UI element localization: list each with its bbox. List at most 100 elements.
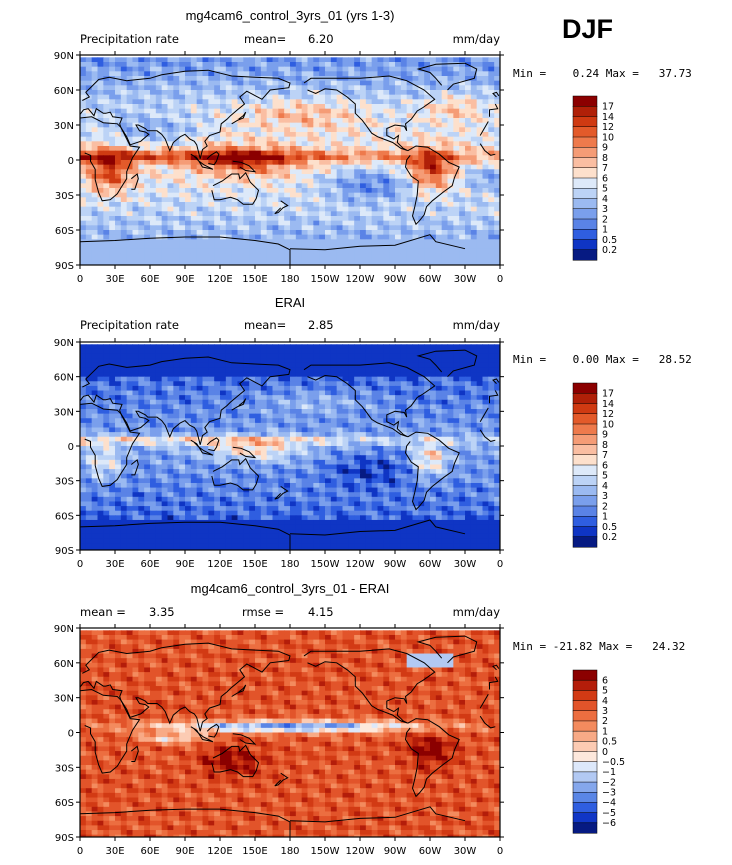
colorbar-label: 0.2 bbox=[602, 245, 617, 256]
coastline-africa bbox=[479, 715, 496, 729]
colorbar-swatch bbox=[572, 167, 598, 179]
mean-label: mean= bbox=[244, 32, 286, 46]
lon-label: 0 bbox=[497, 559, 503, 570]
map-panel-3: mg4cam6_control_3yrs_01 - ERAI mean = 3.35… bbox=[54, 581, 685, 857]
units-label: mm/day bbox=[453, 32, 501, 46]
coastline-greenland bbox=[416, 635, 478, 664]
coastline-uk bbox=[492, 91, 500, 98]
colorbar-label: 10 bbox=[602, 419, 614, 430]
colorbar-label: 2 bbox=[602, 214, 608, 225]
colorbar-swatch bbox=[572, 536, 598, 548]
colorbar-swatch bbox=[572, 403, 598, 415]
lat-label: 30S bbox=[55, 477, 74, 488]
coastline-eurasia bbox=[489, 390, 499, 404]
lon-label: 60W bbox=[419, 846, 442, 857]
coastline-japan bbox=[231, 111, 247, 125]
lon-label: 90E bbox=[175, 846, 194, 857]
colorbar-swatch bbox=[572, 434, 598, 446]
coastline-madagascar bbox=[130, 173, 139, 190]
coastline-eurasia bbox=[80, 356, 291, 445]
colorbar-label: 17 bbox=[602, 102, 614, 113]
colorbar-swatch bbox=[572, 730, 598, 742]
colorbar-swatch bbox=[572, 802, 598, 814]
colorbar-label: 3 bbox=[602, 706, 608, 717]
colorbar-label: 4 bbox=[602, 481, 608, 492]
variable-label: Precipitation rate bbox=[80, 32, 179, 46]
colorbar-swatch bbox=[572, 812, 598, 824]
colorbar-label: 10 bbox=[602, 132, 614, 143]
lon-label: 150W bbox=[311, 559, 340, 570]
panel-title: mg4cam6_control_3yrs_01 (yrs 1-3) bbox=[186, 8, 395, 23]
colorbar-label: 2 bbox=[602, 716, 608, 727]
colorbar-label: 2 bbox=[602, 501, 608, 512]
lat-label: 30N bbox=[54, 121, 74, 132]
colorbar-swatch bbox=[572, 157, 598, 169]
coastline-africa bbox=[479, 143, 496, 156]
colorbar-swatch bbox=[572, 423, 598, 435]
lon-label: 150W bbox=[311, 846, 340, 857]
lon-label: 30W bbox=[454, 846, 477, 857]
colorbar-label: 4 bbox=[602, 194, 608, 205]
coastline-indonesia bbox=[190, 726, 214, 743]
colorbar-label: 1 bbox=[602, 726, 608, 737]
colorbar-label: 14 bbox=[602, 112, 614, 123]
lon-label: 60E bbox=[140, 559, 159, 570]
lat-label: 90S bbox=[55, 833, 74, 844]
lat-label: 30S bbox=[55, 763, 74, 774]
lon-label: 30E bbox=[105, 559, 124, 570]
lon-label: 120E bbox=[207, 559, 232, 570]
colorbar-swatch bbox=[572, 485, 598, 497]
colorbar-label: −1 bbox=[602, 767, 616, 778]
coastline-newguinea bbox=[232, 160, 257, 173]
lat-label: 0 bbox=[68, 442, 74, 453]
coastline-africa bbox=[80, 688, 141, 774]
colorbar-swatch bbox=[572, 700, 598, 712]
lat-label: 30N bbox=[54, 407, 74, 418]
colorbar-swatch bbox=[572, 188, 598, 200]
colorbar-swatch bbox=[572, 208, 598, 220]
colorbar-swatch bbox=[572, 516, 598, 528]
lon-label: 0 bbox=[77, 274, 83, 285]
colorbar-swatch bbox=[572, 761, 598, 773]
colorbar-label: 3 bbox=[602, 491, 608, 502]
colorbar-label: −3 bbox=[602, 788, 616, 799]
coastline-samerica bbox=[404, 718, 460, 798]
lat-label: 60N bbox=[54, 659, 74, 670]
colorbar-swatch bbox=[572, 822, 598, 834]
lon-label: 90E bbox=[175, 559, 194, 570]
colorbar-swatch bbox=[572, 505, 598, 517]
colorbar-label: 0.5 bbox=[602, 522, 617, 533]
lat-label: 90S bbox=[55, 546, 74, 557]
coastline-antarctica bbox=[289, 519, 466, 536]
lon-label: 0 bbox=[77, 846, 83, 857]
coastlines bbox=[80, 62, 500, 265]
min-max-stats: Min = 0.24 Max = 37.73 bbox=[513, 67, 692, 80]
coastline-nz bbox=[274, 200, 289, 215]
lon-label: 120E bbox=[207, 846, 232, 857]
mean-label: mean= bbox=[244, 318, 286, 332]
coastline-eurasia bbox=[80, 642, 291, 732]
coastline-namerica bbox=[303, 362, 436, 438]
lat-label: 90N bbox=[54, 624, 74, 635]
lon-label: 90W bbox=[384, 274, 407, 285]
colorbar-label: 8 bbox=[602, 153, 608, 164]
coastline-greenland bbox=[416, 349, 478, 378]
colorbar-swatch bbox=[572, 781, 598, 793]
colorbar-label: 0.2 bbox=[602, 532, 617, 543]
colorbar-swatch bbox=[572, 741, 598, 753]
colorbar-label: 7 bbox=[602, 163, 608, 174]
lat-label: 0 bbox=[68, 156, 74, 167]
colorbar-swatch bbox=[572, 710, 598, 722]
coastline-antarctica bbox=[80, 521, 291, 550]
lon-label: 150E bbox=[242, 559, 267, 570]
mean-value: 3.35 bbox=[149, 605, 175, 619]
colorbar-label: −6 bbox=[602, 818, 616, 829]
lat-label: 60N bbox=[54, 373, 74, 384]
colorbar-swatch bbox=[572, 495, 598, 507]
colorbar-swatch bbox=[572, 177, 598, 189]
coastline-indonesia bbox=[190, 439, 214, 456]
colorbar-swatch bbox=[572, 393, 598, 405]
colorbar-label: 6 bbox=[602, 173, 608, 184]
colorbar-label: 6 bbox=[602, 460, 608, 471]
